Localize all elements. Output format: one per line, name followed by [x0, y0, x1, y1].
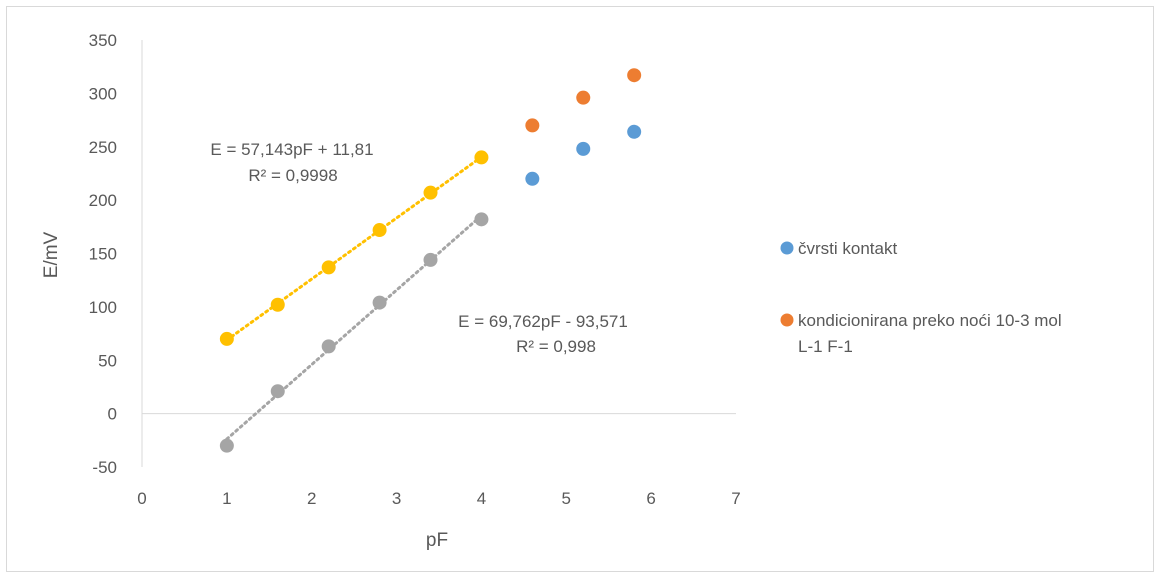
data-point — [372, 295, 387, 310]
data-point — [270, 297, 285, 312]
y-tick-label: 300 — [89, 84, 117, 103]
data-point — [627, 124, 642, 139]
x-tick-label: 0 — [137, 489, 146, 508]
y-tick-label: 200 — [89, 191, 117, 210]
data-point — [219, 438, 234, 453]
y-axis-title: E/mV — [41, 231, 62, 278]
points-layer — [219, 68, 642, 453]
y-tick-label: 350 — [89, 31, 117, 50]
axes-layer: -50 0 50 100 150 200 250 300 350 0 1 2 3 4 5 6 7 — [89, 31, 741, 508]
data-point — [321, 260, 336, 275]
y-tick-label: 50 — [98, 351, 117, 370]
data-point — [423, 252, 438, 267]
legend-marker-cvrsti-kontakt — [780, 241, 794, 255]
data-point — [423, 185, 438, 200]
x-tick-label: 4 — [477, 489, 486, 508]
x-tick-label: 2 — [307, 489, 316, 508]
data-point — [525, 171, 540, 186]
x-tick-label: 7 — [731, 489, 740, 508]
legend-label-kondicionirana-line1: kondicionirana preko noći 10-3 mol — [798, 311, 1062, 330]
x-tick-label: 5 — [562, 489, 571, 508]
y-tick-label: 150 — [89, 245, 117, 264]
trendline — [225, 214, 483, 441]
x-tick-label: 3 — [392, 489, 401, 508]
data-point — [321, 339, 336, 354]
legend-marker-kondicionirana — [780, 313, 794, 327]
data-point — [525, 118, 540, 133]
data-point — [576, 141, 591, 156]
y-tick-label: 100 — [89, 298, 117, 317]
trendline-equation-gray: E = 69,762pF - 93,571 — [458, 312, 628, 331]
r-squared-gray: R² = 0,998 — [516, 337, 596, 356]
legend-label-kondicionirana-line2: L-1 F-1 — [798, 337, 853, 356]
y-tick-label: 250 — [89, 138, 117, 157]
x-tick-label: 6 — [646, 489, 655, 508]
r-squared-yellow: R² = 0,9998 — [248, 166, 337, 185]
data-point — [474, 212, 489, 227]
legend: čvrsti kontakt kondicionirana preko noći… — [780, 239, 1062, 356]
x-axis-title: pF — [426, 530, 448, 551]
data-point — [219, 331, 234, 346]
trendline — [225, 155, 483, 342]
data-point — [576, 90, 591, 105]
data-point — [372, 223, 387, 238]
trendline-equation-yellow: E = 57,143pF + 11,81 — [210, 140, 373, 159]
data-point — [474, 150, 489, 165]
y-tick-label: 0 — [108, 405, 117, 424]
legend-label-cvrsti-kontakt: čvrsti kontakt — [798, 239, 897, 258]
data-point — [627, 68, 642, 83]
trendline-layer — [225, 155, 483, 441]
y-tick-label: -50 — [92, 458, 117, 477]
x-tick-label: 1 — [222, 489, 231, 508]
data-point — [270, 384, 285, 399]
